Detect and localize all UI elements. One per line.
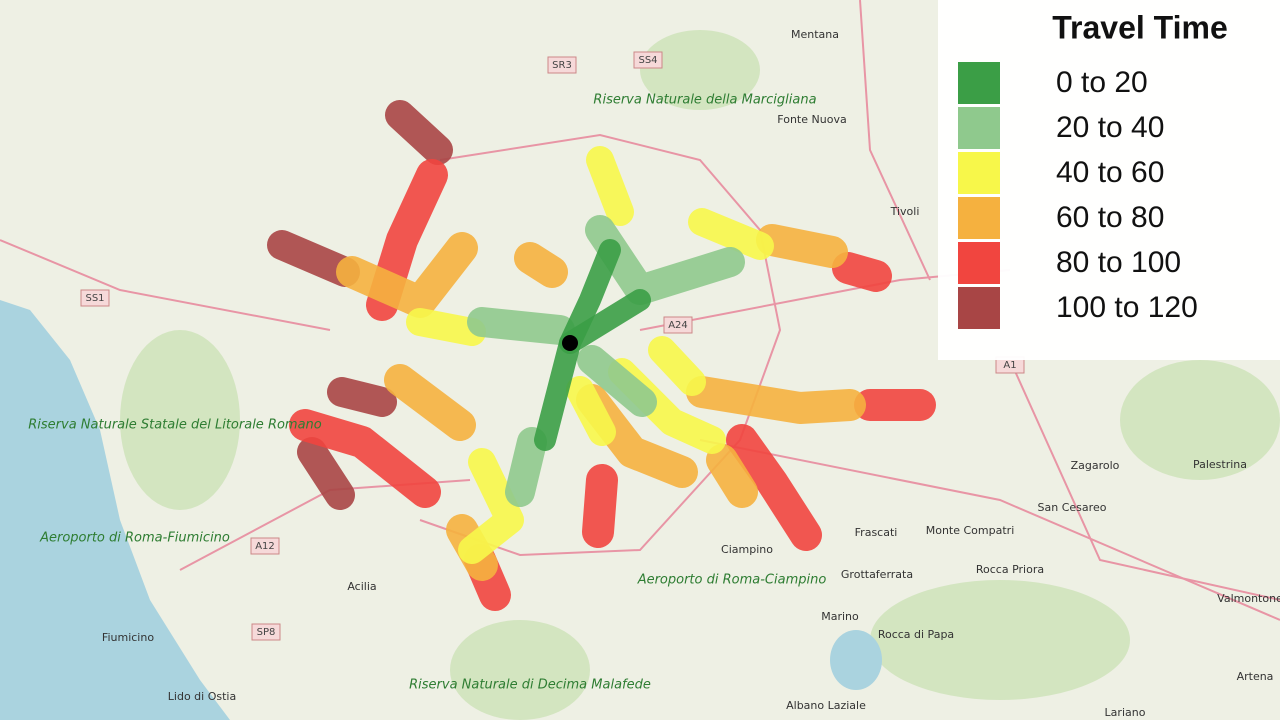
isochrone-arm xyxy=(336,232,478,318)
isochrone-arm xyxy=(559,289,651,354)
park-label: Riserva Naturale di Decima Malafede xyxy=(409,678,651,693)
legend-swatch xyxy=(958,62,1000,104)
isochrone-arm xyxy=(406,308,486,346)
isochrone-arm xyxy=(505,427,547,507)
place-label: Palestrina xyxy=(1193,458,1247,471)
place-label: Rocca di Papa xyxy=(878,628,954,641)
road-shield xyxy=(663,316,693,334)
road-label: A24 xyxy=(668,320,688,331)
park-label: Riserva Naturale Statale del Litorale Ro… xyxy=(28,418,322,433)
isochrone-arm xyxy=(467,307,575,345)
legend-swatch xyxy=(958,107,1000,149)
legend-swatch xyxy=(958,242,1000,284)
place-label: Mentana xyxy=(791,28,839,41)
isochrone-arm xyxy=(582,464,618,548)
isochrones xyxy=(267,100,936,611)
place-label: Ciampino xyxy=(721,543,773,556)
place-label: Tivoli xyxy=(890,205,920,218)
road-label: SR3 xyxy=(552,60,572,71)
road-label: SS4 xyxy=(638,55,657,66)
place-label: Albano Laziale xyxy=(786,699,866,712)
road-label: SS1 xyxy=(85,293,104,304)
place-label: San Cesareo xyxy=(1038,501,1107,514)
road-shield xyxy=(547,56,577,74)
road-shield xyxy=(633,51,663,69)
legend-swatch xyxy=(958,152,1000,194)
isochrone-arm xyxy=(756,224,848,268)
legend-swatch xyxy=(958,197,1000,239)
isochrone-arm xyxy=(706,444,758,508)
isochrone-arm xyxy=(384,364,476,441)
road-shield xyxy=(80,289,110,307)
road-label: A12 xyxy=(255,541,275,552)
legend-label: 0 to 20 xyxy=(1056,66,1148,99)
place-label: Marino xyxy=(821,610,859,623)
place-label: Acilia xyxy=(347,580,376,593)
road-shield xyxy=(250,537,280,555)
isochrone-arm xyxy=(686,376,866,424)
place-label: Zagarolo xyxy=(1071,459,1120,472)
isochrone-arm xyxy=(648,336,706,396)
place-label: Monte Compatri xyxy=(926,524,1015,537)
isochrone-arm xyxy=(566,376,616,446)
sea xyxy=(0,300,230,720)
legend-swatch xyxy=(958,287,1000,329)
isochrone-arm xyxy=(534,239,621,451)
isochrone-arm xyxy=(267,230,360,287)
isochrone-arm xyxy=(586,146,634,226)
isochrone-arm xyxy=(832,252,892,292)
park-label: Aeroporto di Roma-Fiumicino xyxy=(39,531,230,546)
place-label: Rocca Priora xyxy=(976,563,1044,576)
place-label: Frascati xyxy=(855,526,898,539)
road-label: SP8 xyxy=(257,627,276,638)
legend-label: 20 to 40 xyxy=(1056,111,1164,144)
park-label: Aeroporto di Roma-Ciampino xyxy=(637,573,827,588)
isochrone-arm xyxy=(688,208,774,260)
place-label: Lariano xyxy=(1105,706,1146,719)
isochrone-arm xyxy=(458,448,524,564)
park-label: Riserva Naturale della Marcigliana xyxy=(593,93,816,108)
isochrone-arm xyxy=(514,242,568,288)
place-label: Artena xyxy=(1237,670,1274,683)
legend-title: Travel Time xyxy=(1052,9,1228,45)
green-areas xyxy=(120,30,1280,720)
place-label: Fiumicino xyxy=(102,631,154,644)
legend-label: 60 to 80 xyxy=(1056,201,1164,234)
legend-label: 40 to 60 xyxy=(1056,156,1164,189)
isochrone-arm xyxy=(577,345,657,417)
place-label: Fonte Nuova xyxy=(777,113,846,126)
lake xyxy=(830,630,882,690)
isochrone-arm xyxy=(385,100,453,165)
legend-label: 100 to 120 xyxy=(1056,291,1198,324)
place-label: Lido di Ostia xyxy=(168,690,236,703)
legend-label: 80 to 100 xyxy=(1056,246,1181,279)
map-labels: Mentana Fonte Nuova Tivoli Zagarolo Palestri… xyxy=(28,28,1280,719)
road-label: A1 xyxy=(1003,360,1016,371)
legend: 0 to 20 20 to 40 40 to 60 60 to 80 80 to 100… xyxy=(958,62,1198,329)
road-shield xyxy=(251,623,281,641)
isochrone-arm xyxy=(289,409,441,508)
isochrone-arm xyxy=(726,424,822,551)
isochrone-arm xyxy=(327,377,397,417)
place-label: Grottaferrata xyxy=(841,568,913,581)
isochrone-arm xyxy=(297,437,355,510)
place-label: Valmontone xyxy=(1217,592,1280,605)
origin-point xyxy=(562,335,578,351)
